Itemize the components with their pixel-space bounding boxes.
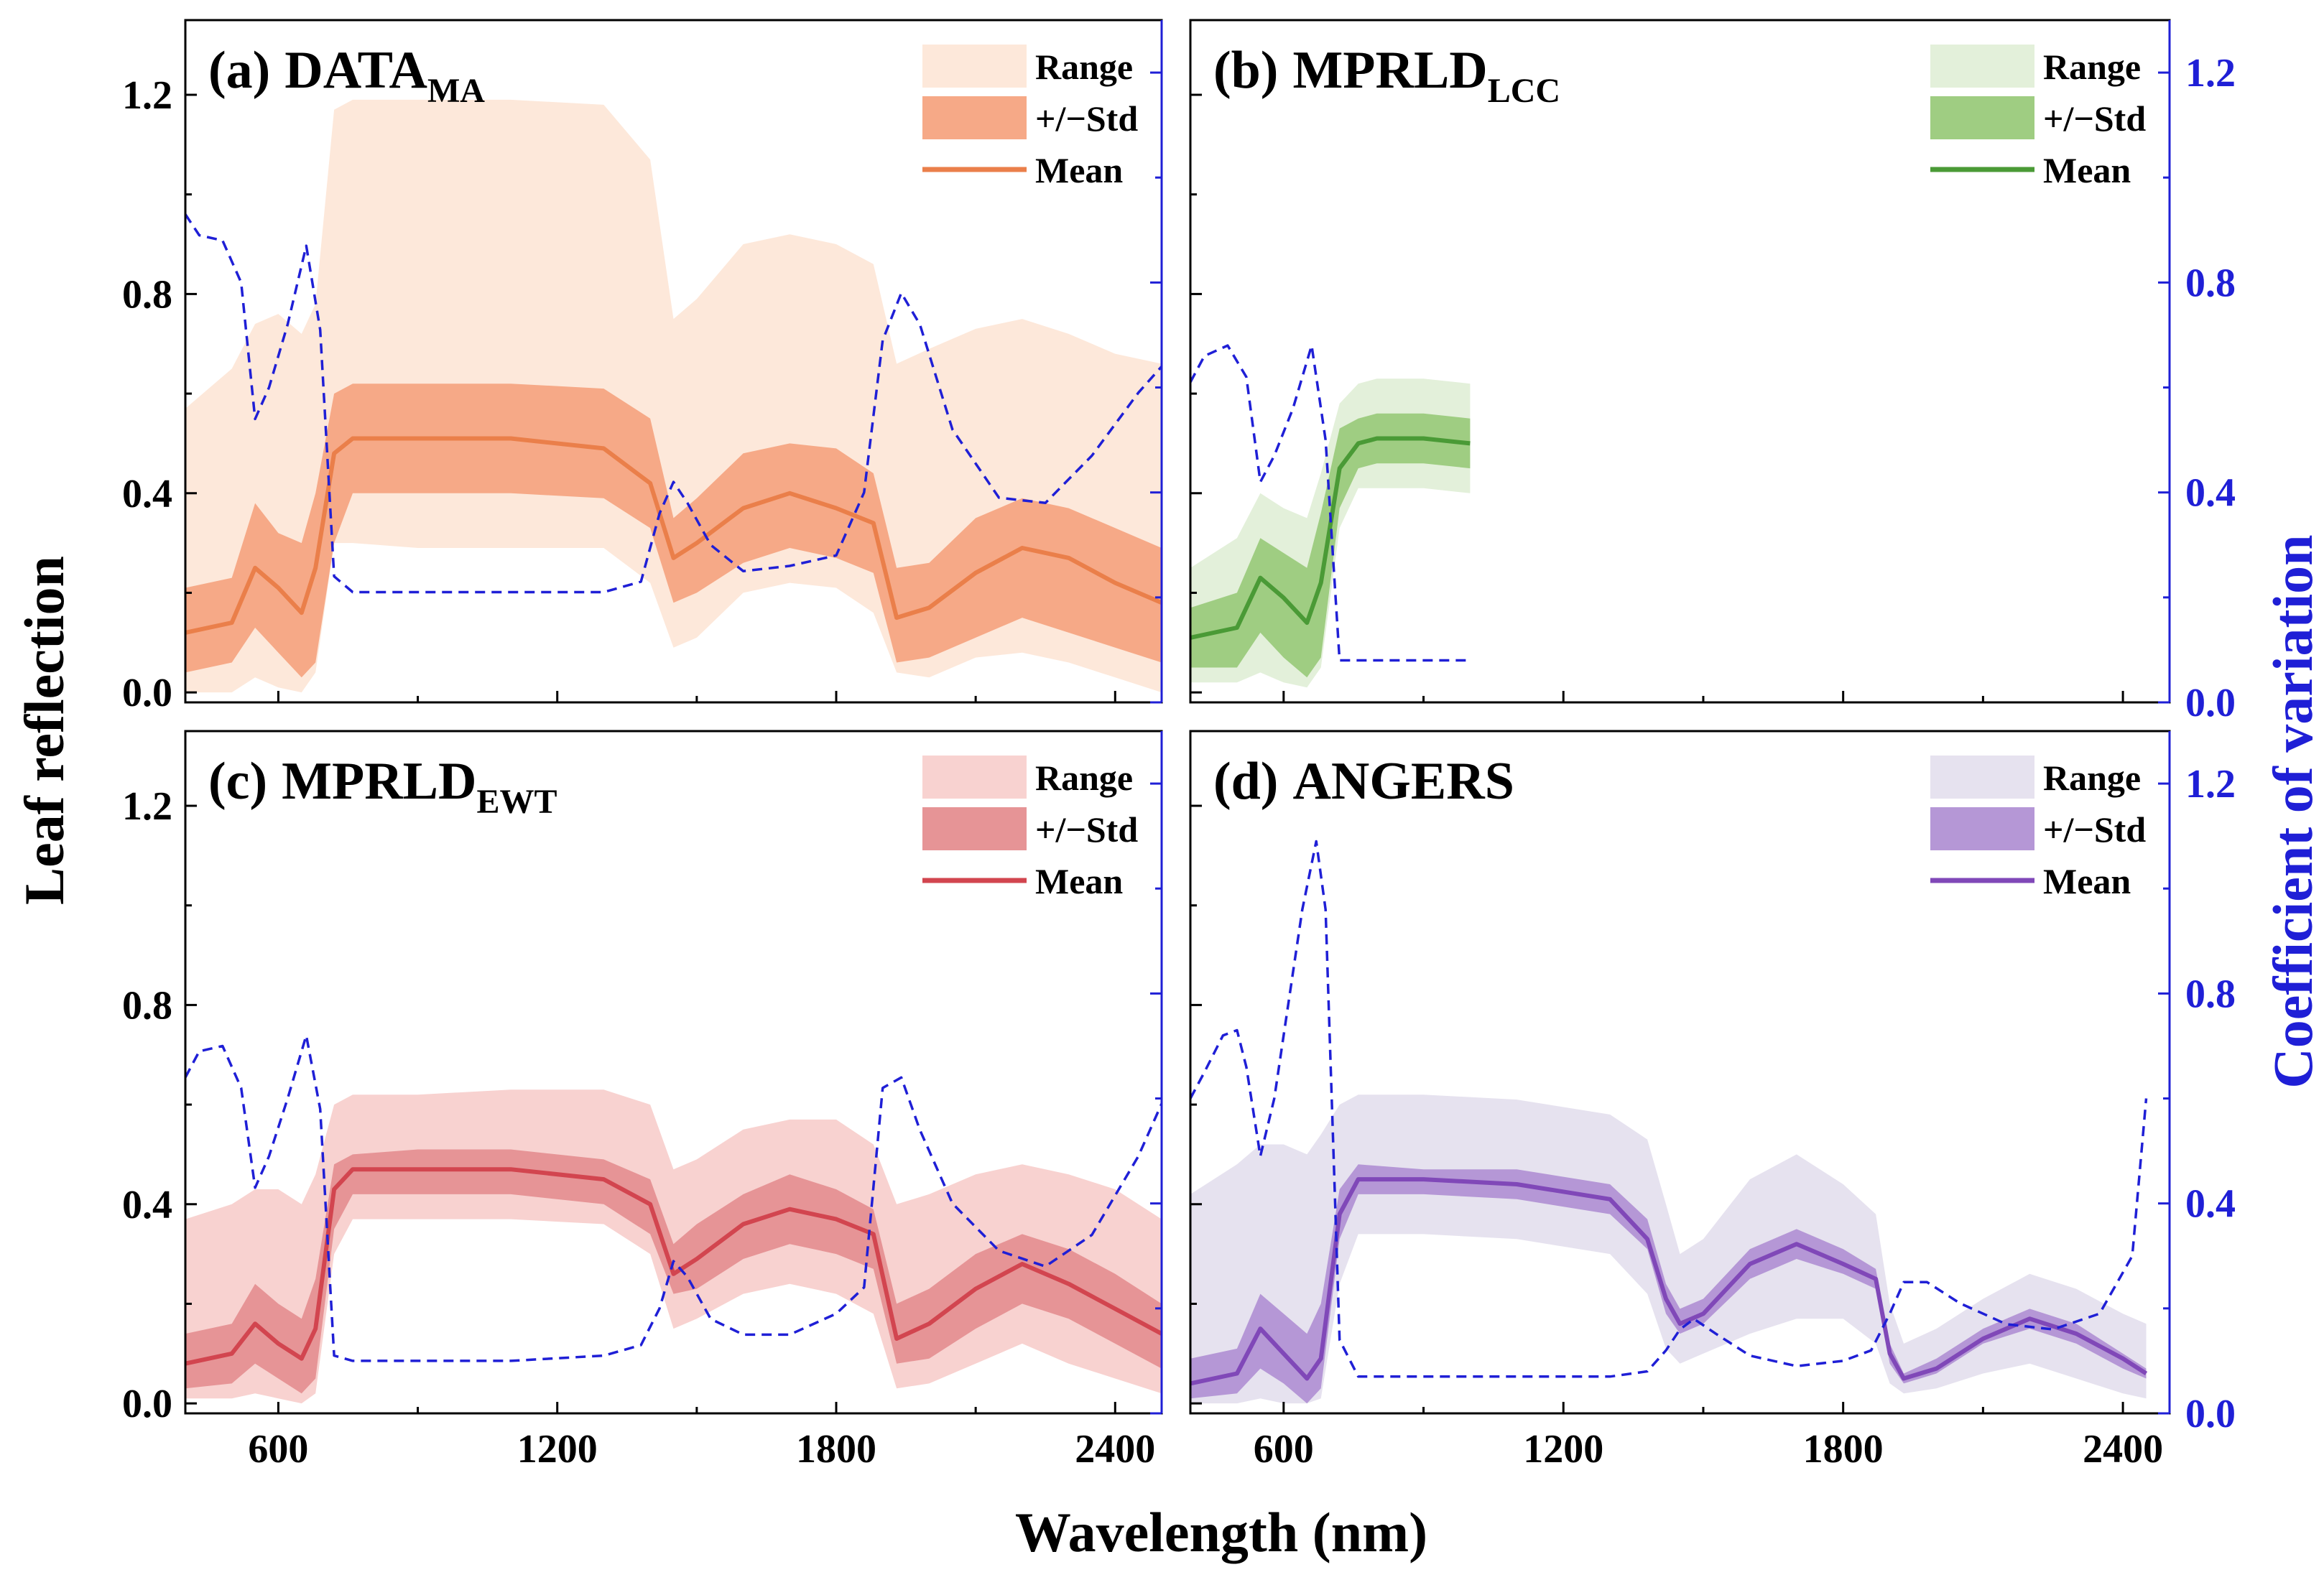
legend-label: Range [2043, 758, 2141, 798]
y-tick-label: 0.8 [122, 983, 172, 1028]
panel-letter: (b) [1213, 41, 1278, 100]
mean-line [1190, 436, 1471, 640]
panel-letter: (c) [208, 752, 267, 811]
panel-title: (a) DATAMA [208, 41, 485, 110]
legend-swatch [922, 45, 1027, 88]
std-band [185, 384, 1162, 678]
panel-title: (b) MPRLDLCC [1213, 41, 1560, 110]
panel-title: (c) MPRLDEWT [208, 752, 557, 821]
x-tick-label: 1200 [1523, 1427, 1603, 1472]
mean-line [185, 436, 1162, 635]
panel-a: 0.0 0.4 0.8 1.2 (a) DATAMA Range +/−Std Mean [122, 19, 1163, 715]
y-tick-label: 0.8 [122, 272, 172, 317]
cv-line [185, 1034, 1162, 1362]
legend-label: +/−Std [2043, 98, 2146, 139]
panel-b: 0.0 0.4 0.8 1.2 (b) MPRLDLCC Range +/−Std Mean [1189, 19, 2236, 725]
x-tick-label: 1800 [1803, 1427, 1884, 1472]
panel-subscript: LCC [1488, 72, 1560, 110]
legend-label: Range [2043, 47, 2141, 87]
x-axis-title: Wavelength (nm) [1015, 1501, 1427, 1563]
cv-line [1190, 344, 1471, 662]
x-tick-label: 600 [1254, 1427, 1314, 1472]
y-right-tick-label: 0.4 [2185, 471, 2236, 516]
panels-layer: 0.00.40.81.2 (a) DATAMARange+/−StdMean0.00… [122, 19, 2236, 1472]
x-tick-label: 2400 [1075, 1427, 1155, 1472]
panel-title: (d) ANGERS [1213, 752, 1514, 811]
legend-label: Mean [2043, 861, 2131, 901]
x-tick-label: 1200 [517, 1427, 598, 1472]
panel-letter: (a) [208, 41, 270, 100]
legend-swatch [1930, 45, 2034, 88]
cv-line [185, 213, 1162, 594]
panel-subscript: MA [427, 72, 485, 110]
mean-line [185, 1167, 1162, 1366]
std-band [1190, 1164, 2147, 1404]
std-band [1190, 413, 1471, 678]
legend-label: +/−Std [2043, 809, 2146, 850]
legend-label: +/−Std [1035, 809, 1138, 850]
y-right-tick-label: 0.4 [2185, 1182, 2236, 1227]
legend-label: Range [1035, 47, 1133, 87]
legend-label: +/−Std [1035, 98, 1138, 139]
legend-label: Mean [1035, 150, 1123, 190]
panel-letter: (d) [1213, 752, 1278, 811]
y-right-tick-label: 0.0 [2185, 681, 2236, 725]
x-tick-label: 2400 [2083, 1427, 2163, 1472]
plot-area [185, 99, 1162, 693]
panel-subscript: EWT [476, 783, 557, 821]
y-tick-label: 0.0 [122, 671, 172, 715]
x-tick-label: 600 [248, 1427, 308, 1472]
legend-swatch [922, 756, 1027, 799]
y-right-tick-label: 1.2 [2185, 762, 2236, 807]
plot-area [1190, 344, 1471, 688]
legend-swatch [922, 807, 1027, 850]
panel-name: ANGERS [1292, 752, 1514, 811]
legend-swatch [1930, 756, 2034, 799]
legend-swatch [1930, 96, 2034, 139]
legend-label: Mean [2043, 150, 2131, 190]
y-tick-label: 1.2 [122, 73, 172, 118]
plot-area [1190, 840, 2148, 1404]
y-tick-label: 0.4 [122, 472, 172, 516]
range-band [185, 99, 1162, 693]
panel-name: MPRLD [1292, 41, 1487, 100]
panel-name: DATA [284, 41, 427, 100]
mean-line [1190, 1177, 2148, 1386]
legend-swatch [1930, 807, 2034, 850]
panel-d: 0.0 0.4 0.8 1.2 600 1200 1800 2400 (d) ANGERS Rang… [1189, 730, 2236, 1472]
y-right-tick-label: 0.8 [2185, 972, 2236, 1016]
y-right-tick-label: 1.2 [2185, 51, 2236, 96]
panel-c: 0.0 0.4 0.8 1.2 600 1200 1800 2400 (c) MPRLDEWT Ra… [122, 730, 1163, 1472]
y-right-tick-label: 0.0 [2185, 1392, 2236, 1436]
legend-label: Mean [1035, 861, 1123, 901]
panel-name: MPRLD [282, 752, 476, 811]
y-tick-label: 1.2 [122, 784, 172, 829]
legend-swatch [922, 96, 1027, 139]
legend-label: Range [1035, 758, 1133, 798]
y-tick-label: 0.4 [122, 1183, 172, 1227]
y-axis-title: Leaf reflection [13, 556, 75, 905]
y-tick-label: 0.0 [122, 1382, 172, 1426]
y-right-axis-title: Coefficient of variation [2261, 534, 2324, 1088]
plot-area [185, 1034, 1162, 1404]
x-tick-label: 1800 [796, 1427, 876, 1472]
cv-line [1190, 840, 2148, 1378]
y-right-tick-label: 0.8 [2185, 261, 2236, 305]
